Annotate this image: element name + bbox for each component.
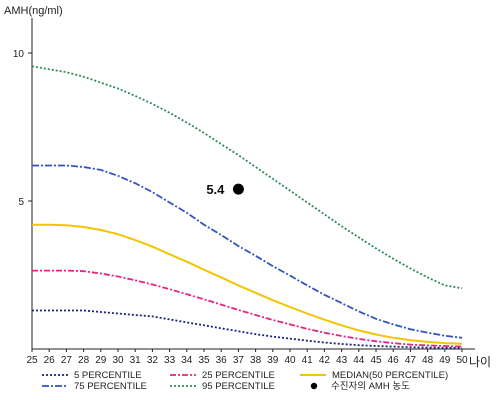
legend-label: 5 PERCENTILE bbox=[74, 370, 142, 381]
x-tick-label: 35 bbox=[198, 355, 210, 366]
y-axis-title: AMH(ng/ml) bbox=[4, 5, 63, 17]
patient-amh-point bbox=[232, 183, 244, 195]
series-line-5-percentile bbox=[32, 309, 462, 349]
x-tick-label: 50 bbox=[456, 355, 468, 366]
series-line-25-percentile bbox=[32, 269, 463, 348]
x-tick-label: 48 bbox=[422, 355, 434, 366]
x-tick-label: 38 bbox=[250, 355, 262, 366]
legend: 5 PERCENTILE 25 PERCENTILE MEDIAN(50 PERCE… bbox=[42, 370, 448, 392]
x-tick-label: 30 bbox=[112, 355, 124, 366]
x-tick-label: 47 bbox=[405, 355, 417, 366]
legend-label: 95 PERCENTILE bbox=[202, 381, 275, 392]
legend-marker-swatch bbox=[310, 382, 318, 390]
x-tick-label: 31 bbox=[130, 355, 142, 366]
x-tick-label: 37 bbox=[233, 355, 245, 366]
x-ticks: 25 26 27 28 29 30 31 32 33 34 35 36 37 38 39 40 41 42 43 44… bbox=[26, 349, 468, 366]
x-tick-label: 36 bbox=[216, 355, 228, 366]
x-tick-label: 46 bbox=[388, 355, 400, 366]
x-tick-label: 41 bbox=[302, 355, 314, 366]
legend-marker-label: 수진자의 AMH 농도 bbox=[331, 381, 410, 392]
series-line-75-percentile bbox=[32, 164, 463, 339]
x-tick-label: 33 bbox=[164, 355, 176, 366]
x-tick-label: 44 bbox=[353, 355, 365, 366]
y-ticks: 5 10 bbox=[13, 49, 32, 208]
marker-layer: 5.4 bbox=[206, 182, 244, 197]
y-tick-label: 10 bbox=[13, 49, 25, 60]
x-tick-label: 49 bbox=[439, 355, 451, 366]
x-tick-label: 27 bbox=[61, 355, 73, 366]
x-tick-label: 32 bbox=[147, 355, 159, 366]
x-tick-label: 34 bbox=[181, 355, 193, 366]
legend-label: 25 PERCENTILE bbox=[202, 370, 275, 381]
x-tick-label: 25 bbox=[26, 355, 38, 366]
patient-amh-label: 5.4 bbox=[206, 182, 225, 197]
x-tick-label: 45 bbox=[370, 355, 382, 366]
series-line-95-percentile bbox=[31, 65, 463, 290]
series-layer bbox=[31, 65, 463, 349]
x-axis-title: 나이 bbox=[469, 355, 491, 369]
x-tick-label: 43 bbox=[336, 355, 348, 366]
y-tick-label: 5 bbox=[18, 197, 24, 208]
x-tick-label: 28 bbox=[78, 355, 90, 366]
legend-label: MEDIAN(50 PERCENTILE) bbox=[332, 370, 448, 381]
x-tick-label: 29 bbox=[95, 355, 107, 366]
x-tick-label: 26 bbox=[44, 355, 56, 366]
series-line-median-50-percentile bbox=[32, 223, 463, 345]
legend-label: 75 PERCENTILE bbox=[74, 381, 147, 392]
x-tick-label: 42 bbox=[319, 355, 331, 366]
x-tick-label: 39 bbox=[267, 355, 279, 366]
x-tick-label: 40 bbox=[284, 355, 296, 366]
